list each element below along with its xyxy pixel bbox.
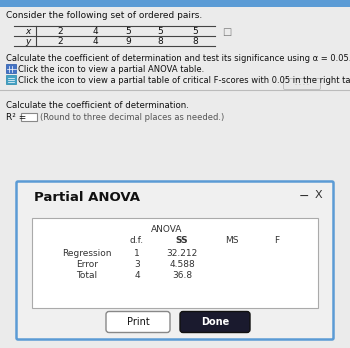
Text: 5: 5 xyxy=(125,27,131,36)
Text: 4: 4 xyxy=(92,37,98,46)
Text: . . . .: . . . . xyxy=(295,81,309,86)
Text: Click the icon to view a partial ANOVA table.: Click the icon to view a partial ANOVA t… xyxy=(18,65,204,74)
Text: F: F xyxy=(274,236,280,245)
Text: Click the icon to view a partial table of critical F-scores with 0.05 in the rig: Click the icon to view a partial table o… xyxy=(18,76,350,85)
Text: 5: 5 xyxy=(157,27,163,36)
Text: Error: Error xyxy=(76,260,98,269)
Text: Print: Print xyxy=(127,317,149,327)
Text: R² =: R² = xyxy=(6,113,26,122)
Text: 3: 3 xyxy=(134,260,140,269)
Text: Regression: Regression xyxy=(62,249,112,258)
Text: Calculate the coefficient of determination and test its significance using α = 0: Calculate the coefficient of determinati… xyxy=(6,54,350,63)
Text: 4: 4 xyxy=(134,271,140,280)
FancyBboxPatch shape xyxy=(21,112,37,120)
Text: MS: MS xyxy=(225,236,239,245)
Text: Calculate the coefficient of determination.: Calculate the coefficient of determinati… xyxy=(6,101,189,110)
Text: ANOVA: ANOVA xyxy=(151,225,182,234)
Text: 1: 1 xyxy=(134,249,140,258)
Text: 2: 2 xyxy=(57,27,63,36)
FancyBboxPatch shape xyxy=(16,182,334,340)
Text: X: X xyxy=(314,190,322,200)
Text: Partial ANOVA: Partial ANOVA xyxy=(34,191,140,204)
FancyBboxPatch shape xyxy=(180,311,250,332)
Text: SS: SS xyxy=(176,236,188,245)
Text: x: x xyxy=(25,27,31,36)
Text: 9: 9 xyxy=(125,37,131,46)
FancyBboxPatch shape xyxy=(284,79,321,89)
FancyBboxPatch shape xyxy=(32,218,318,308)
Text: −: − xyxy=(299,190,309,203)
FancyBboxPatch shape xyxy=(106,311,170,332)
Text: d.f.: d.f. xyxy=(130,236,144,245)
FancyBboxPatch shape xyxy=(6,75,16,84)
Text: y: y xyxy=(25,37,31,46)
Text: 32.212: 32.212 xyxy=(166,249,198,258)
Text: 2: 2 xyxy=(57,37,63,46)
Text: 8: 8 xyxy=(192,37,198,46)
Text: □: □ xyxy=(222,27,231,37)
Text: Consider the following set of ordered pairs.: Consider the following set of ordered pa… xyxy=(6,11,202,20)
Text: Total: Total xyxy=(76,271,98,280)
Text: 36.8: 36.8 xyxy=(172,271,192,280)
FancyBboxPatch shape xyxy=(6,64,16,73)
Text: 8: 8 xyxy=(157,37,163,46)
Text: 4: 4 xyxy=(92,27,98,36)
Text: 5: 5 xyxy=(192,27,198,36)
Text: 4.588: 4.588 xyxy=(169,260,195,269)
Text: Done: Done xyxy=(201,317,229,327)
FancyBboxPatch shape xyxy=(0,0,350,7)
Text: (Round to three decimal places as needed.): (Round to three decimal places as needed… xyxy=(40,113,224,122)
